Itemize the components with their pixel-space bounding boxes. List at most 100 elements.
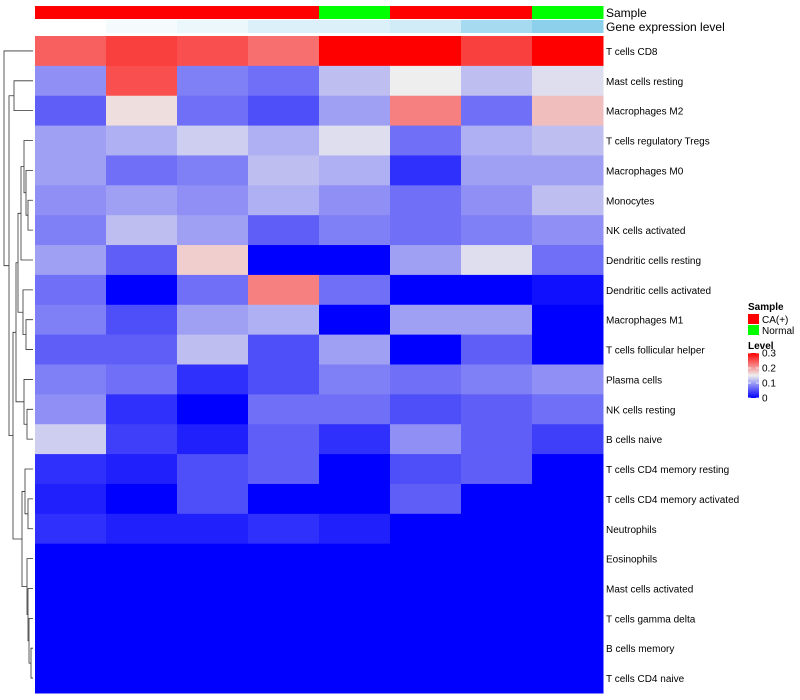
row-label: T cells CD8 xyxy=(606,47,658,58)
heatmap-cell xyxy=(177,543,249,575)
annotation-label-sample: Sample xyxy=(606,6,647,20)
heatmap-cell xyxy=(177,454,249,485)
sample-annotation-cell xyxy=(106,6,178,19)
dendrogram-branch xyxy=(25,319,33,350)
heatmap-cell xyxy=(532,215,604,246)
heatmap-cell xyxy=(319,454,391,485)
heatmap-cell xyxy=(248,125,320,156)
heatmap-cell xyxy=(390,513,462,545)
heatmap-cell xyxy=(319,125,391,156)
row-label: Macrophages M0 xyxy=(606,166,684,177)
legend-level-title: Level xyxy=(748,341,774,352)
row-label: T cells CD4 memory resting xyxy=(606,465,729,476)
heatmap-cells xyxy=(35,36,604,694)
dendrogram-branch xyxy=(12,331,22,540)
heatmap-cell xyxy=(248,394,320,425)
heatmap-cell xyxy=(35,125,107,156)
heatmap-cell xyxy=(248,95,320,127)
annotation-labels: Sample Gene expression level xyxy=(606,6,725,34)
row-labels: T cells CD8 Mast cells resting Macrophages… xyxy=(606,47,739,685)
heatmap-cell xyxy=(177,424,249,455)
heatmap-cell xyxy=(35,663,107,694)
heatmap-cell xyxy=(35,304,107,336)
legend-sample-title: Sample xyxy=(748,302,784,313)
heatmap-cell xyxy=(390,245,462,276)
dendrogram-branch xyxy=(17,212,23,313)
heatmap-cell xyxy=(461,573,533,604)
dendrogram-branch xyxy=(21,491,27,588)
heatmap-cell xyxy=(248,185,320,216)
heatmap-cell xyxy=(177,274,249,306)
heatmap-cell xyxy=(106,304,178,336)
heatmap-cell xyxy=(106,394,178,425)
heatmap-cell xyxy=(461,663,533,694)
heatmap-cell xyxy=(106,65,178,97)
sample-annotation-cell xyxy=(319,6,391,19)
row-label: Monocytes xyxy=(606,196,654,207)
heatmap-cell xyxy=(461,633,533,664)
heatmap-cell xyxy=(319,334,391,365)
row-label: T cells gamma delta xyxy=(606,614,696,625)
heatmap-cell xyxy=(35,454,107,485)
row-label: Mast cells resting xyxy=(606,77,683,88)
heatmap-cell xyxy=(319,245,391,276)
heatmap-cell xyxy=(248,245,320,276)
heatmap-cell xyxy=(106,364,178,395)
heatmap-cell xyxy=(461,454,533,485)
legend-tick-label: 0.3 xyxy=(762,349,776,360)
legend-tick-label: 0 xyxy=(762,394,768,405)
heatmap-cell xyxy=(177,304,249,336)
row-dendrogram xyxy=(3,50,33,679)
heatmap-cell xyxy=(390,185,462,216)
heatmap-cell xyxy=(319,95,391,127)
heatmap-cell xyxy=(390,543,462,575)
expression-annotation-cell xyxy=(177,20,249,33)
legend-label-ca: CA(+) xyxy=(762,315,788,326)
heatmap-cell xyxy=(35,424,107,455)
dendrogram-branch xyxy=(20,166,33,261)
row-label: T cells CD4 naive xyxy=(606,674,685,685)
heatmap-cell xyxy=(248,304,320,336)
expression-annotation-cell xyxy=(390,20,462,33)
heatmap-cell xyxy=(319,513,391,545)
heatmap-cell xyxy=(248,424,320,455)
annotation-label-expression: Gene expression level xyxy=(606,20,725,34)
legend-label-normal: Normal xyxy=(762,326,794,337)
heatmap-cell xyxy=(248,274,320,306)
row-label: NK cells activated xyxy=(606,226,685,237)
row-label: Eosinophils xyxy=(606,555,657,566)
heatmap-cell xyxy=(106,36,178,67)
legend-swatch-ca xyxy=(748,314,759,324)
heatmap-cell xyxy=(319,663,391,694)
heatmap-cell xyxy=(319,185,391,216)
heatmap-cell xyxy=(532,274,604,306)
row-label: B cells naive xyxy=(606,435,663,446)
heatmap-cell xyxy=(532,394,604,425)
heatmap-cell xyxy=(106,483,178,515)
heatmap-cell xyxy=(532,304,604,336)
heatmap-cell xyxy=(532,424,604,455)
heatmap-cell xyxy=(177,65,249,97)
heatmap-cell xyxy=(177,95,249,127)
heatmap-cell xyxy=(532,36,604,67)
heatmap-cell xyxy=(177,364,249,395)
heatmap-cell xyxy=(106,424,178,455)
heatmap-cell xyxy=(461,364,533,395)
expression-annotation-cell xyxy=(248,20,320,33)
row-label: Neutrophils xyxy=(606,525,657,536)
heatmap-cell xyxy=(106,543,178,575)
heatmap-cell xyxy=(390,364,462,395)
heatmap-cell xyxy=(177,215,249,246)
heatmap-cell xyxy=(248,603,320,634)
heatmap-cell xyxy=(35,65,107,97)
heatmap-cell xyxy=(532,483,604,515)
heatmap-cell xyxy=(248,364,320,395)
heatmap-cell xyxy=(390,334,462,365)
heatmap-cell xyxy=(532,364,604,395)
heatmap-cell xyxy=(177,603,249,634)
heatmap-cell xyxy=(248,543,320,575)
legend-swatch-normal xyxy=(748,325,759,335)
heatmap-cell xyxy=(461,483,533,515)
heatmap-cell xyxy=(390,394,462,425)
heatmap-cell xyxy=(532,663,604,694)
